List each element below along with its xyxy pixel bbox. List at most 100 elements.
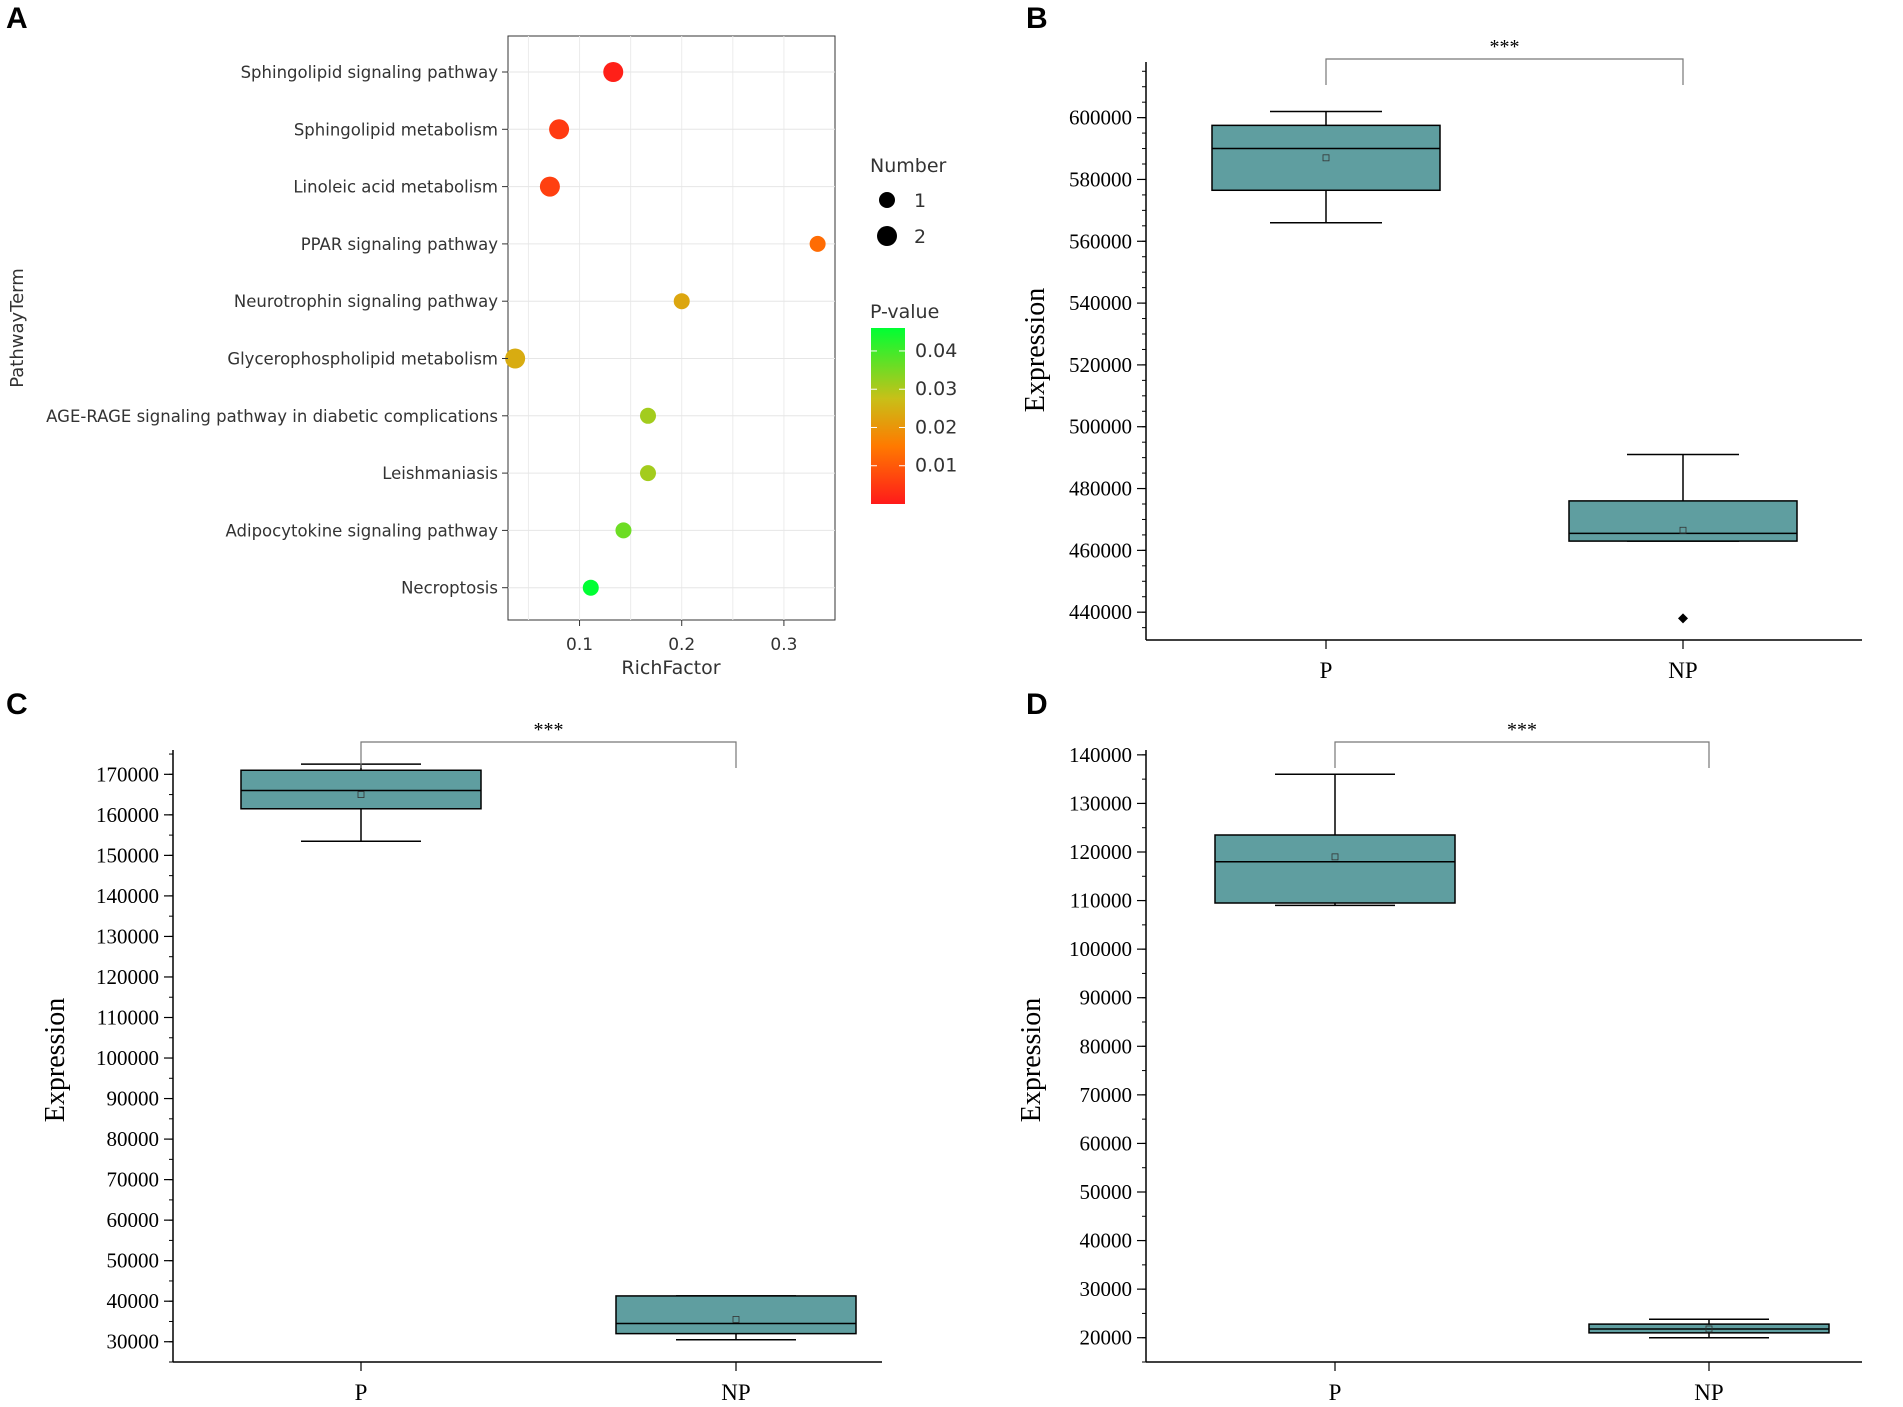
panel-d-y-tick-label: 90000: [1080, 986, 1133, 1010]
panel-d-mean-marker: [1705, 1325, 1713, 1333]
panel-b-box: [1568, 500, 1798, 542]
panel-d-y-tick-label: 40000: [1080, 1229, 1133, 1253]
panel-d-y-tick-label: 120000: [1069, 840, 1132, 864]
panel-d-y-axis-label: Expression: [1016, 998, 1047, 1122]
panel-b-y-tick-label: 500000: [1069, 415, 1132, 439]
panel-a-point: [639, 465, 656, 482]
panel-a-x-tick-label: 0.2: [668, 635, 695, 655]
size-legend-entries: 12: [877, 190, 926, 248]
size-legend: Number 12: [870, 155, 947, 248]
panel-d-boxplot: Expression 20000 30000 40000 50000 60000 7000…: [1016, 719, 1862, 1405]
panel-a-point: [615, 522, 632, 539]
size-legend-marker: [879, 192, 895, 208]
panel-c-x-tick-label: NP: [721, 1380, 750, 1405]
panel-b-y-tick-label: 440000: [1069, 600, 1132, 624]
panel-c-y-tick-label: 100000: [96, 1046, 159, 1070]
panel-b-outlier-point: [1678, 613, 1688, 624]
panel-c-y-tick-label: 70000: [107, 1168, 160, 1192]
size-legend-label: 1: [914, 190, 926, 212]
panel-c-y-tick-label: 140000: [96, 884, 159, 908]
panel-a-point: [603, 62, 624, 82]
panel-d-mean-marker: [1331, 853, 1339, 861]
color-legend-label: 0.02: [915, 416, 957, 438]
panel-c-box: [240, 769, 482, 810]
size-legend-label: 2: [914, 226, 926, 248]
color-legend-title: P-value: [870, 301, 939, 323]
panel-b-y-axis-label: Expression: [1020, 288, 1051, 412]
panel-c-boxplot: Expression 30000 40000 50000 60000 70000 8000…: [40, 719, 882, 1405]
panel-a-point: [505, 348, 526, 369]
panel-b-mean-marker: [1322, 154, 1330, 162]
panel-c-y-tick-label: 110000: [97, 1005, 159, 1029]
panel-c-y-tick-label: 50000: [107, 1249, 160, 1273]
panel-b-y-tick-label: 580000: [1069, 167, 1132, 191]
panel-b-y-tick-label: 460000: [1069, 538, 1132, 562]
panel-b-y-tick-label: 600000: [1069, 106, 1132, 130]
panel-a-term-label: PPAR signaling pathway: [301, 235, 499, 254]
panel-a-term-label: Linoleic acid metabolism: [293, 178, 498, 197]
color-legend: P-value 0.04 0.03 0.02 0.01: [870, 301, 957, 504]
panel-d-significance-bracket: [1334, 741, 1710, 768]
panel-c-y-tick-label: 80000: [107, 1127, 160, 1151]
panel-label-a: A: [6, 2, 28, 35]
panel-a-term-label: Adipocytokine signaling pathway: [226, 521, 499, 540]
panel-c-mean-marker: [357, 791, 365, 798]
panel-c-y-tick-label: 160000: [96, 803, 159, 827]
panel-a-y-axis-label: PathwayTerm: [7, 268, 28, 388]
panel-b-y-tick-label: 520000: [1069, 353, 1132, 377]
panel-c-y-axis-label: Expression: [40, 998, 71, 1122]
panel-a-term-label: Leishmaniasis: [382, 464, 498, 483]
panel-d-y-tick-label: 20000: [1080, 1326, 1133, 1350]
panel-label-b: B: [1026, 2, 1048, 35]
size-legend-title: Number: [870, 155, 947, 177]
panel-a-point: [539, 176, 560, 197]
panel-c-mean-marker: [732, 1316, 740, 1323]
panel-a-grid: [508, 36, 835, 620]
panel-d-y-tick-label: 60000: [1080, 1131, 1133, 1155]
panel-c-y-tick-label: 150000: [96, 843, 159, 867]
panel-d-y-tick-label: 80000: [1080, 1034, 1133, 1058]
panel-d-x-tick-label: NP: [1694, 1380, 1723, 1405]
panel-d-box: [1214, 834, 1456, 904]
panel-d-significance-label: ***: [1507, 719, 1537, 741]
panel-a-point: [639, 407, 656, 424]
panel-b-y-tick-label: 540000: [1069, 291, 1132, 315]
color-legend-ticks: 0.04 0.03 0.02 0.01: [871, 340, 957, 477]
panel-a-enrichment-chart: Sphingolipid signaling pathway Sphingolip…: [7, 35, 957, 679]
panel-a-points: [505, 62, 826, 596]
panel-b-x-tick-label: NP: [1668, 658, 1697, 683]
panel-d-y-tick-label: 130000: [1069, 791, 1132, 815]
panel-a-term-label: AGE-RAGE signaling pathway in diabetic c…: [46, 407, 498, 426]
panel-a-term-label: Glycerophospholipid metabolism: [227, 350, 498, 369]
size-legend-marker: [877, 226, 897, 246]
panel-a-term-labels: Sphingolipid signaling pathway Sphingolip…: [46, 63, 508, 598]
panel-c-y-tick-label: 60000: [107, 1208, 160, 1232]
panel-a-point: [809, 235, 826, 252]
panel-c-box: [615, 1295, 857, 1335]
panel-a-term-label: Sphingolipid metabolism: [294, 120, 498, 139]
panel-d-y-tick-label: 70000: [1080, 1083, 1133, 1107]
panel-a-x-ticks: 0.1 0.2 0.3: [566, 620, 797, 655]
panel-d-y-tick-label: 30000: [1080, 1277, 1133, 1301]
panel-a-x-axis-label: RichFactor: [621, 657, 720, 679]
panel-b-mean-marker: [1679, 526, 1687, 534]
panel-d-x-tick-label: P: [1329, 1380, 1342, 1405]
panel-a-x-tick-label: 0.1: [566, 635, 593, 655]
panel-b-y-tick-label: 480000: [1069, 477, 1132, 501]
panel-d-y-tick-label: 110000: [1070, 889, 1132, 913]
panel-c-significance-bracket: [360, 741, 737, 768]
panel-b-x-tick-label: P: [1320, 658, 1333, 683]
panel-label-c: C: [6, 688, 28, 721]
panel-c-y-tick-label: 90000: [107, 1087, 160, 1111]
panel-a-point: [582, 579, 599, 596]
color-legend-label: 0.01: [915, 455, 957, 477]
color-legend-label: 0.04: [915, 340, 957, 362]
panel-c-y-tick-label: 170000: [96, 762, 159, 786]
panel-a-point: [549, 119, 570, 140]
panel-b-boxplot: Expression 440000 460000 480000 500000 52000…: [1020, 36, 1862, 683]
color-legend-bar: [871, 328, 905, 504]
panel-b-significance-bracket: [1325, 58, 1684, 85]
panel-c-significance-label: ***: [534, 719, 564, 741]
color-legend-label: 0.03: [915, 378, 957, 400]
